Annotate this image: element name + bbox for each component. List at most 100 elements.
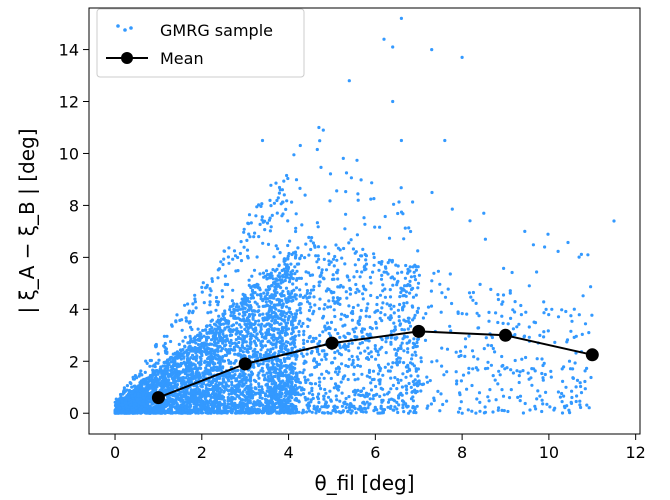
scatter-point bbox=[277, 402, 281, 406]
scatter-point bbox=[160, 404, 164, 408]
scatter-point bbox=[449, 329, 453, 333]
scatter-point bbox=[281, 329, 285, 333]
scatter-point bbox=[409, 385, 413, 389]
scatter-point bbox=[406, 363, 410, 367]
scatter-point bbox=[236, 316, 240, 320]
scatter-point bbox=[331, 257, 336, 261]
scatter-point bbox=[417, 379, 421, 383]
scatter-point bbox=[242, 227, 246, 231]
scatter-point bbox=[290, 403, 294, 407]
scatter-point bbox=[290, 392, 294, 396]
scatter-point bbox=[222, 395, 226, 399]
scatter-point bbox=[544, 390, 548, 394]
scatter-point bbox=[229, 376, 233, 380]
scatter-point bbox=[364, 262, 369, 266]
scatter-point bbox=[203, 348, 207, 352]
scatter-point bbox=[309, 305, 313, 309]
scatter-point bbox=[458, 406, 462, 411]
scatter-point bbox=[181, 339, 185, 343]
scatter-point bbox=[397, 356, 401, 360]
scatter-point bbox=[545, 402, 549, 406]
scatter-point bbox=[436, 389, 440, 393]
scatter-point bbox=[347, 349, 351, 353]
scatter-point bbox=[432, 271, 436, 275]
scatter-point bbox=[360, 270, 364, 274]
scatter-point bbox=[548, 405, 552, 409]
scatter-point bbox=[322, 257, 326, 261]
scatter-point bbox=[241, 298, 245, 302]
scatter-point bbox=[379, 386, 383, 390]
scatter-point bbox=[339, 411, 343, 415]
scatter-point bbox=[257, 382, 261, 386]
scatter-point bbox=[239, 392, 243, 396]
scatter-point bbox=[340, 404, 344, 408]
scatter-point bbox=[299, 254, 304, 258]
scatter-point bbox=[255, 336, 259, 340]
scatter-point bbox=[570, 319, 574, 323]
scatter-point bbox=[165, 334, 169, 338]
scatter-point bbox=[320, 405, 324, 409]
scatter-point bbox=[245, 378, 249, 382]
scatter-point bbox=[454, 350, 458, 354]
scatter-point bbox=[565, 340, 569, 344]
scatter-point bbox=[249, 386, 253, 390]
scatter-point bbox=[245, 344, 249, 348]
scatter-point bbox=[201, 281, 205, 285]
scatter-point bbox=[238, 323, 242, 327]
scatter-point bbox=[160, 373, 164, 377]
scatter-point bbox=[241, 398, 245, 402]
scatter-point bbox=[311, 312, 315, 316]
scatter-point bbox=[412, 383, 416, 387]
scatter-point bbox=[168, 389, 172, 393]
scatter-point bbox=[397, 200, 401, 204]
scatter-point bbox=[289, 367, 293, 371]
scatter-point bbox=[214, 379, 218, 383]
scatter-point bbox=[300, 411, 304, 415]
scatter-point bbox=[379, 311, 383, 315]
scatter-point bbox=[213, 396, 217, 400]
scatter-point bbox=[318, 274, 322, 278]
scatter-point bbox=[394, 353, 398, 357]
scatter-point bbox=[386, 400, 391, 404]
scatter-point bbox=[487, 310, 491, 314]
scatter-point bbox=[259, 327, 263, 331]
scatter-point bbox=[266, 375, 270, 379]
scatter-point bbox=[501, 394, 506, 398]
scatter-point bbox=[251, 327, 255, 331]
scatter-point bbox=[399, 210, 404, 214]
scatter-point bbox=[396, 211, 400, 216]
scatter-point bbox=[334, 243, 338, 247]
scatter-point bbox=[424, 312, 428, 316]
scatter-point bbox=[170, 403, 174, 407]
scatter-point bbox=[184, 319, 188, 323]
scatter-point bbox=[429, 289, 433, 293]
scatter-point bbox=[192, 340, 196, 344]
scatter-point bbox=[378, 316, 382, 320]
scatter-point bbox=[185, 387, 189, 391]
scatter-point bbox=[312, 359, 316, 363]
scatter-point bbox=[402, 410, 406, 414]
scatter-point bbox=[389, 376, 393, 380]
scatter-point bbox=[143, 382, 147, 386]
scatter-point bbox=[247, 232, 251, 236]
scatter-point bbox=[518, 370, 522, 374]
scatter-point bbox=[359, 308, 363, 313]
scatter-point bbox=[160, 380, 164, 384]
scatter-point bbox=[391, 361, 395, 365]
scatter-point bbox=[215, 393, 219, 397]
scatter-point bbox=[196, 327, 200, 331]
scatter-point bbox=[395, 387, 399, 391]
scatter-point bbox=[250, 309, 254, 313]
scatter-point bbox=[175, 402, 179, 406]
scatter-point bbox=[397, 319, 401, 323]
scatter-point bbox=[179, 399, 183, 403]
scatter-point bbox=[173, 411, 177, 415]
scatter-point bbox=[412, 270, 416, 274]
scatter-point bbox=[300, 388, 304, 392]
scatter-point bbox=[349, 287, 353, 292]
scatter-point bbox=[430, 190, 434, 195]
scatter-point bbox=[145, 390, 149, 394]
scatter-point bbox=[257, 309, 261, 313]
scatter-point bbox=[257, 411, 261, 415]
scatter-point bbox=[222, 403, 226, 407]
